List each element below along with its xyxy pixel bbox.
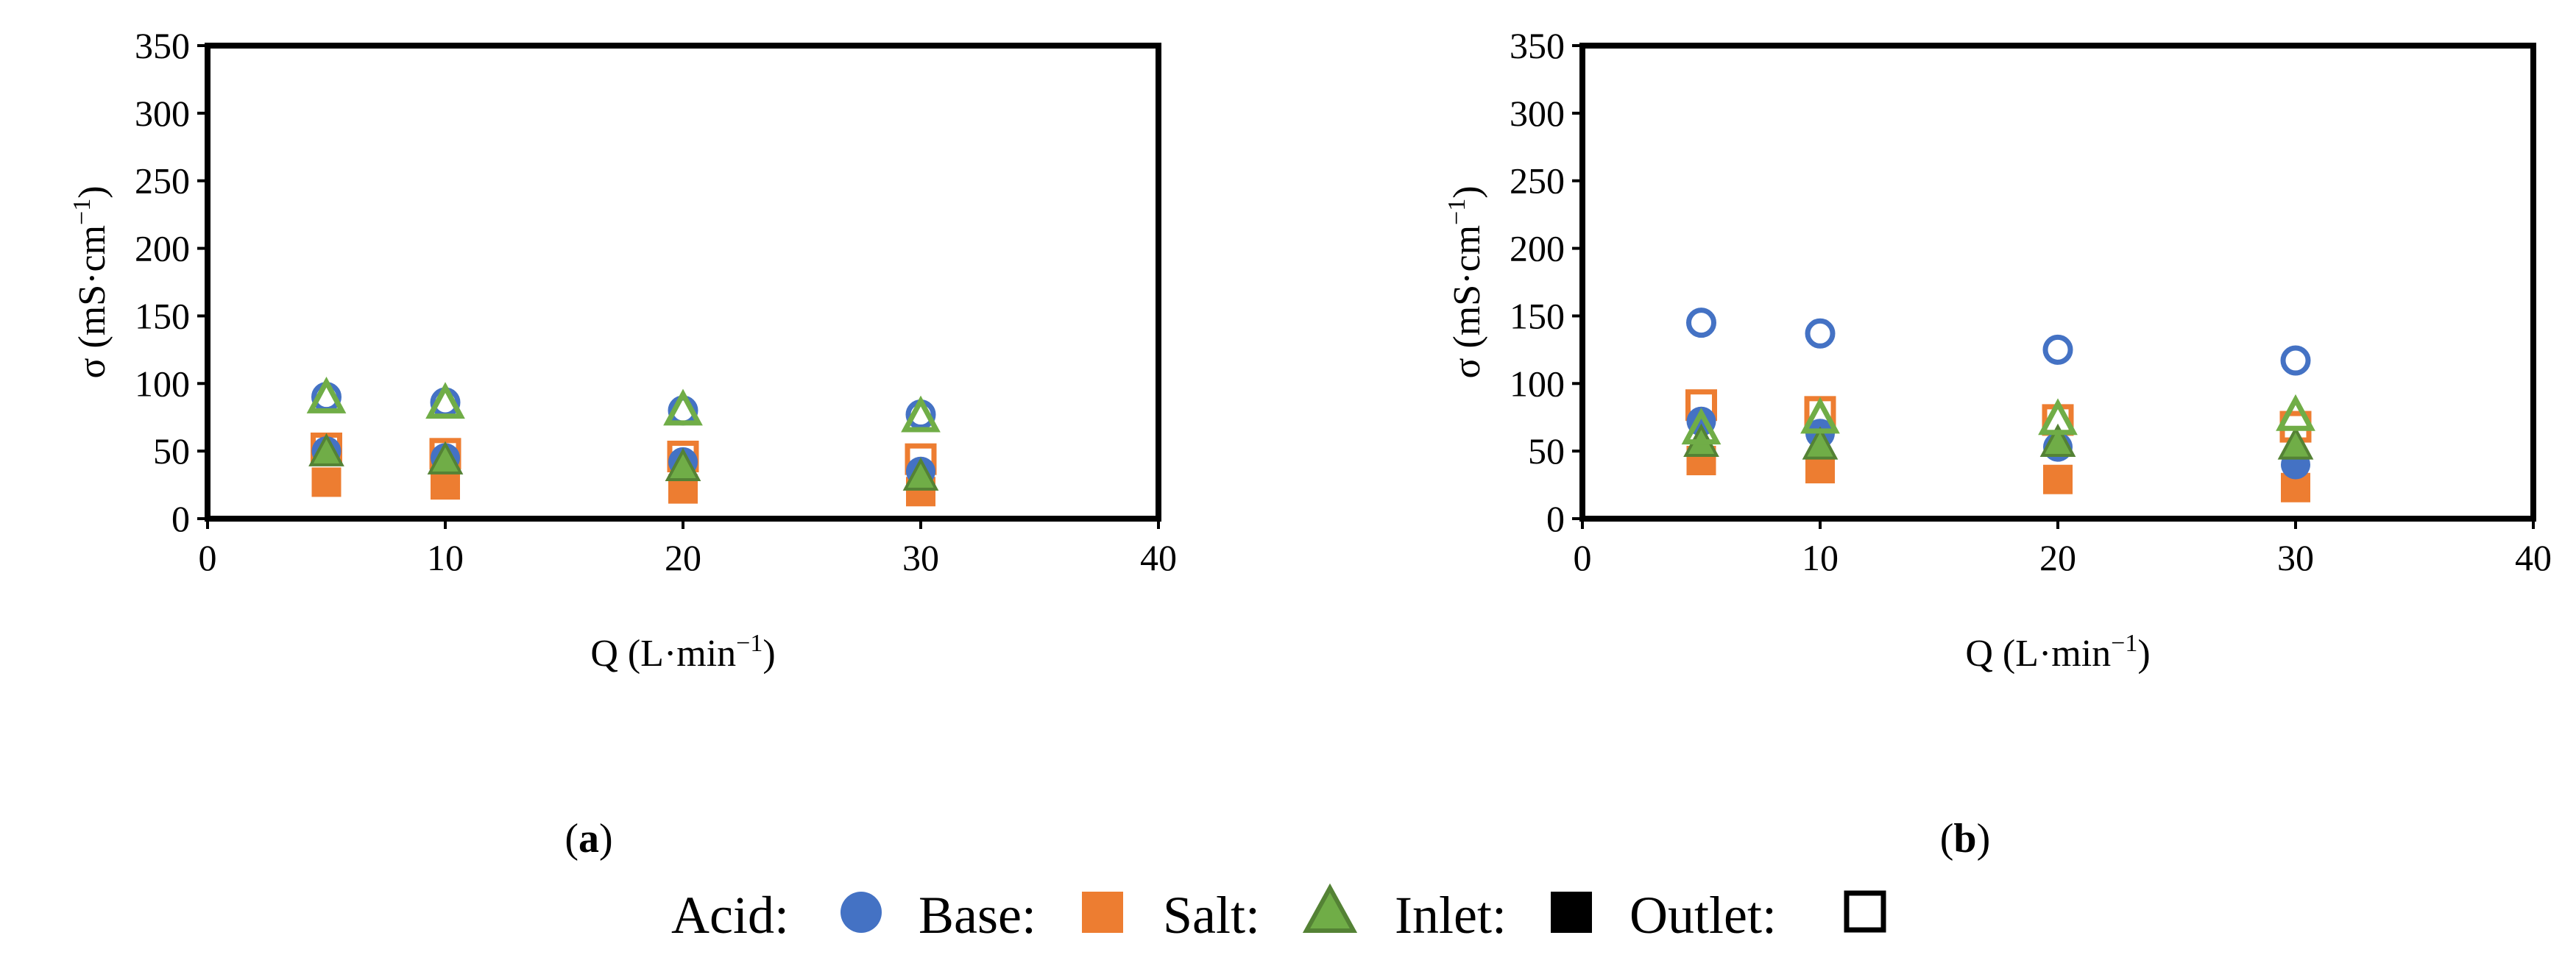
salt-inlet-point xyxy=(427,441,464,475)
x-tick-label: 10 xyxy=(1802,537,1839,578)
salt-inlet-point xyxy=(2039,423,2076,457)
y-axis-title: σ (mS·cm−1) xyxy=(1443,185,1488,378)
legend: Acid: Base: Salt: Inlet: Outlet: xyxy=(671,883,1886,945)
legend-outlet-marker xyxy=(1844,890,1886,933)
y-tick-label: 150 xyxy=(1510,295,1565,336)
panel-label-a: (a) xyxy=(565,816,612,861)
y-tick-label: 250 xyxy=(1510,160,1565,202)
salt-inlet-point xyxy=(2277,426,2314,460)
salt-inlet-point xyxy=(308,433,344,466)
y-tick-label: 200 xyxy=(1510,228,1565,269)
legend-salt-marker xyxy=(1302,883,1358,933)
x-axis-title-main: Q (L·min xyxy=(590,633,736,675)
y-axis-title: σ (mS·cm−1) xyxy=(68,185,113,378)
legend-base-label: Base: xyxy=(919,886,1036,945)
salt-outlet-point xyxy=(306,376,347,413)
x-axis-title: Q (L·min−1) xyxy=(1965,630,2150,675)
y-tick-label: 100 xyxy=(1510,363,1565,404)
salt-outlet-point xyxy=(663,388,703,426)
salt-inlet-point xyxy=(1802,426,1839,460)
x-tick-label: 40 xyxy=(2515,537,2552,578)
legend-outlet-label: Outlet: xyxy=(1630,886,1777,945)
y-tick-label: 50 xyxy=(1528,430,1565,472)
x-tick-label: 20 xyxy=(665,537,701,578)
x-tick-label: 30 xyxy=(2277,537,2314,578)
acid-outlet-point xyxy=(1805,318,1836,349)
x-tick-label: 30 xyxy=(902,537,939,578)
legend-salt-label: Salt: xyxy=(1163,886,1260,945)
panel-label-b: (b) xyxy=(1940,816,1990,861)
x-axis-title-main: Q (L·min xyxy=(1965,633,2111,675)
x-axis-title: Q (L·min−1) xyxy=(590,630,775,675)
y-tick-label: 250 xyxy=(135,160,190,202)
x-axis-title-tail: ) xyxy=(762,633,775,675)
panel-label-b-letter: b xyxy=(1953,816,1976,861)
salt-outlet-point xyxy=(901,395,941,433)
y-tick-label: 100 xyxy=(135,363,190,404)
salt-inlet-point xyxy=(902,457,939,491)
y-tick-label: 350 xyxy=(135,25,190,66)
legend-inlet-label: Inlet: xyxy=(1395,886,1507,945)
x-tick-label: 0 xyxy=(1574,537,1592,578)
legend-base-marker xyxy=(1082,892,1123,933)
salt-inlet-point xyxy=(665,447,701,482)
salt-outlet-point xyxy=(2038,398,2078,436)
y-tick-label: 300 xyxy=(1510,93,1565,134)
x-tick-label: 10 xyxy=(427,537,464,578)
y-axis-title-sup: −1 xyxy=(1443,199,1471,225)
y-tick-label: 200 xyxy=(135,228,190,269)
y-tick-label: 150 xyxy=(135,295,190,336)
x-tick-label: 40 xyxy=(1140,537,1177,578)
panel-label-a-letter: a xyxy=(578,816,599,861)
y-tick-label: 350 xyxy=(1510,25,1565,66)
y-axis-title-tail: ) xyxy=(1446,185,1488,198)
y-tick-label: 0 xyxy=(171,498,190,539)
y-axis-title-main: σ (mS·cm xyxy=(71,225,113,379)
acid-outlet-point xyxy=(2042,334,2073,365)
acid-outlet-point xyxy=(2280,345,2311,376)
y-tick-label: 50 xyxy=(153,430,190,472)
x-axis-title-sup: −1 xyxy=(736,630,762,657)
x-tick-label: 0 xyxy=(199,537,217,578)
base-inlet-point xyxy=(311,467,342,497)
salt-outlet-point xyxy=(2276,394,2315,431)
x-axis-title-sup: −1 xyxy=(2111,630,2137,657)
y-tick-label: 0 xyxy=(1546,498,1565,539)
y-tick-label: 300 xyxy=(135,93,190,134)
y-axis-title-tail: ) xyxy=(71,185,113,198)
salt-outlet-point xyxy=(1681,408,1722,445)
base-inlet-point xyxy=(2043,464,2073,494)
y-axis-title-sup: −1 xyxy=(68,199,96,225)
salt-outlet-point xyxy=(425,382,465,419)
legend-acid-marker xyxy=(841,892,882,933)
base-inlet-point xyxy=(431,470,460,500)
legend-acid-label: Acid: xyxy=(671,886,789,945)
x-tick-label: 20 xyxy=(2039,537,2076,578)
legend-inlet-marker xyxy=(1551,892,1592,933)
x-axis-title-tail: ) xyxy=(2137,633,2150,675)
salt-outlet-point xyxy=(1800,397,1840,434)
acid-outlet-point xyxy=(1686,308,1716,338)
y-axis-title-main: σ (mS·cm xyxy=(1446,225,1488,379)
